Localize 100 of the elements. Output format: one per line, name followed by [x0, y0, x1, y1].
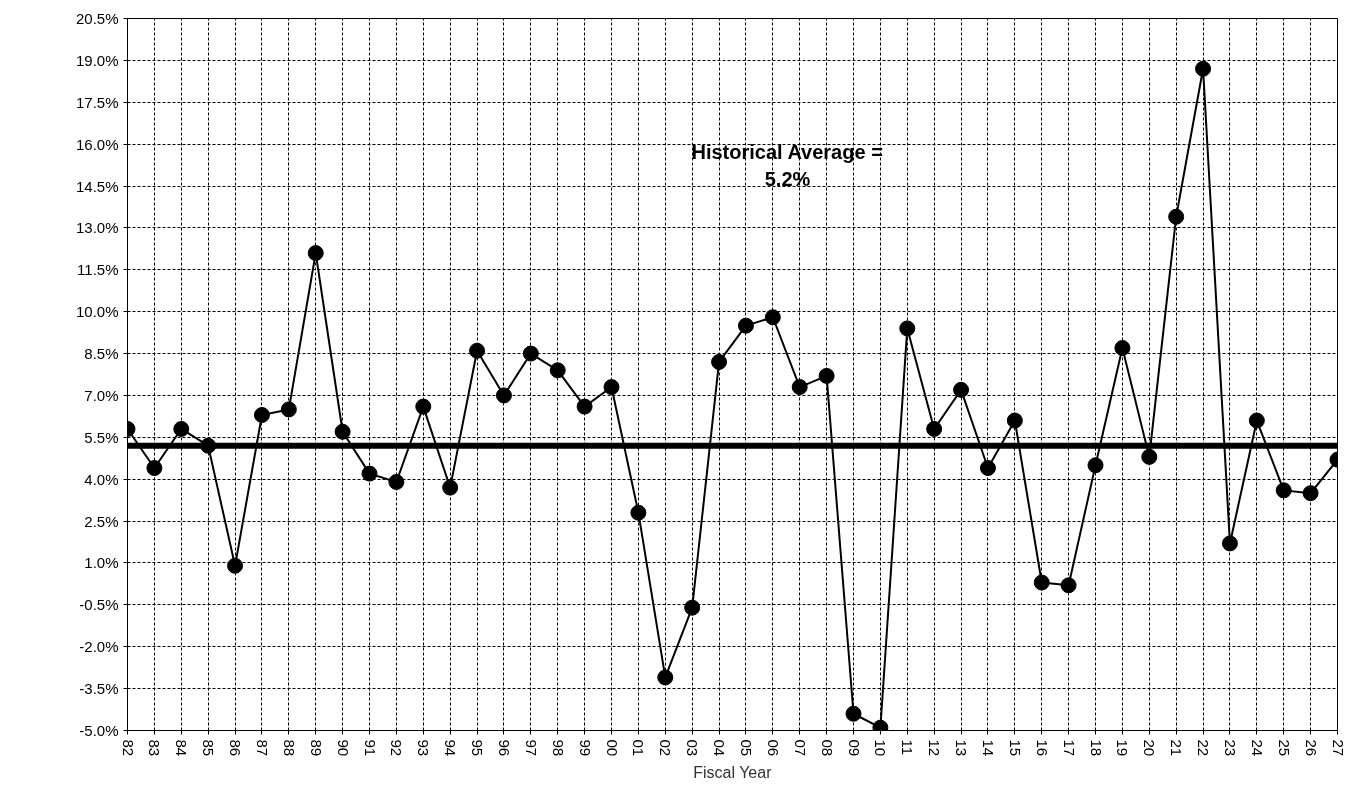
point	[549, 362, 566, 379]
point	[334, 423, 351, 440]
x-tick-label: 26	[1302, 739, 1320, 757]
point	[469, 342, 486, 359]
point	[657, 669, 674, 686]
y-tick-label: 20.5%	[75, 10, 119, 27]
x-tick-label: 09	[845, 739, 863, 757]
y-tick-label: 16.0%	[75, 135, 119, 153]
y-tick-label: -3.5%	[79, 680, 119, 698]
point	[926, 420, 943, 437]
x-tick-label: 27	[1329, 739, 1347, 757]
x-tick-label: 06	[764, 739, 782, 757]
point	[307, 245, 324, 262]
point	[227, 557, 244, 574]
x-tick-label: 86	[227, 739, 245, 757]
x-tick-label: 04	[711, 739, 729, 757]
point	[1168, 208, 1185, 225]
point	[1195, 60, 1212, 77]
point	[1087, 457, 1104, 474]
point	[684, 599, 701, 616]
x-tick-label: 18	[1087, 739, 1105, 757]
x-tick-label: 88	[280, 739, 298, 757]
x-tick-label: 12	[926, 739, 944, 757]
x-tick-label: 22	[1195, 739, 1213, 757]
point	[1114, 339, 1131, 356]
x-axis-title: Fiscal Year	[693, 764, 773, 782]
point	[630, 504, 647, 521]
point	[495, 387, 512, 404]
x-tick-label: 25	[1275, 739, 1293, 757]
x-tick-label: 02	[657, 739, 675, 757]
point	[953, 381, 970, 398]
x-tick-label: 11	[899, 739, 917, 756]
y-tick-label: 7.0%	[84, 386, 119, 404]
point	[818, 367, 835, 384]
point	[1248, 412, 1265, 429]
point	[791, 379, 808, 396]
x-tick-label: 84	[173, 739, 191, 757]
x-tick-label: 85	[200, 739, 218, 757]
point	[280, 401, 297, 418]
point	[899, 320, 916, 337]
x-tick-label: 96	[495, 739, 513, 757]
x-tick-label: 20	[1141, 739, 1159, 757]
y-tick-label: 5.5%	[84, 428, 119, 446]
x-tick-label: 82	[119, 739, 137, 757]
x-tick-label: 01	[630, 739, 648, 757]
x-tick-label: 94	[442, 739, 460, 757]
x-tick-label: 87	[253, 739, 271, 757]
point	[1060, 577, 1077, 594]
x-tick-label: 21	[1168, 739, 1186, 757]
point	[442, 479, 459, 496]
y-tick-label: 1.0%	[84, 554, 119, 572]
point	[1033, 574, 1050, 591]
y-tick-label: 2.5%	[84, 512, 119, 530]
y-tick-label: 14.5%	[75, 177, 119, 195]
point	[415, 398, 432, 415]
y-tick-label: 4.0%	[84, 470, 119, 488]
x-tick-label: 03	[684, 739, 702, 757]
point	[603, 379, 620, 396]
y-tick-label: 10.0%	[75, 303, 119, 321]
x-tick-label: 93	[415, 739, 433, 757]
point	[845, 705, 862, 722]
x-tick-label: 07	[791, 739, 809, 757]
point	[522, 345, 539, 362]
x-tick-label: 95	[469, 739, 487, 757]
x-tick-label: 17	[1060, 739, 1078, 757]
x-tick-label: 16	[1033, 739, 1051, 757]
x-tick-label: 14	[979, 739, 997, 757]
x-tick-label: 24	[1248, 739, 1266, 757]
x-tick-label: 97	[522, 739, 540, 757]
x-tick-label: 19	[1114, 739, 1132, 757]
y-tick-label: 13.0%	[75, 219, 119, 237]
x-tick-label: 92	[388, 739, 406, 757]
x-tick-label: 10	[872, 739, 890, 757]
point	[737, 317, 754, 334]
x-tick-label: 83	[146, 739, 164, 757]
point	[764, 309, 781, 326]
y-tick-label: -0.5%	[79, 596, 119, 614]
y-tick-label: 8.5%	[84, 345, 119, 363]
x-tick-label: 05	[737, 739, 755, 757]
x-tick-label: 99	[576, 739, 594, 757]
x-tick-label: 98	[549, 739, 567, 757]
y-tick-label: 17.5%	[75, 93, 119, 111]
x-tick-label: 13	[953, 739, 971, 757]
y-tick-label: 11.5%	[77, 261, 119, 279]
x-tick-label: 15	[1006, 739, 1024, 757]
point	[711, 353, 728, 370]
x-tick-label: 90	[334, 739, 352, 757]
point	[979, 460, 996, 477]
point	[1141, 448, 1158, 465]
point	[1006, 412, 1023, 429]
point	[361, 465, 378, 482]
x-tick-label: 08	[818, 739, 836, 757]
point	[1221, 535, 1238, 552]
point	[173, 420, 190, 437]
x-tick-label: 00	[603, 739, 621, 757]
point	[576, 398, 593, 415]
point	[388, 474, 405, 490]
x-tick-label: 91	[361, 739, 379, 757]
point	[253, 407, 270, 423]
x-tick-label: 89	[307, 739, 325, 757]
